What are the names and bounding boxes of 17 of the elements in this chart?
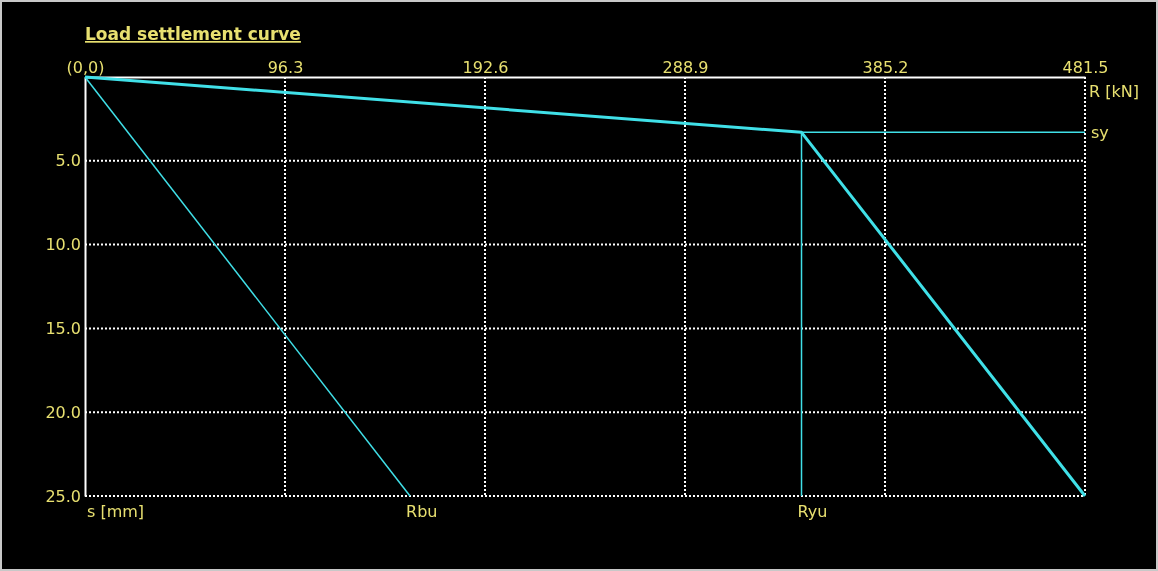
x-tick-label: (0,0) — [66, 58, 105, 77]
x-axis-title: R [kN] — [1089, 82, 1139, 101]
x-tick-label: 288.9 — [662, 58, 709, 77]
series-label: Rbu — [406, 502, 438, 521]
series-label: Ryu — [797, 502, 828, 521]
x-tick-label: 481.5 — [1062, 58, 1109, 77]
x-tick-label: 96.3 — [267, 58, 304, 77]
text: s [mm] — [87, 502, 145, 521]
y-tick-label: 10.0 — [45, 235, 81, 255]
y-tick-label: 20.0 — [45, 402, 81, 422]
x-tick-label: 385.2 — [862, 58, 909, 77]
chart-title: Load settlement curve — [85, 24, 301, 44]
y-tick-label: 5.0 — [55, 151, 81, 171]
series-label: sy — [1091, 123, 1109, 143]
y-tick-label: 15.0 — [45, 319, 81, 339]
y-tick-label: 25.0 — [45, 486, 81, 506]
x-tick-label: 192.6 — [462, 58, 509, 77]
